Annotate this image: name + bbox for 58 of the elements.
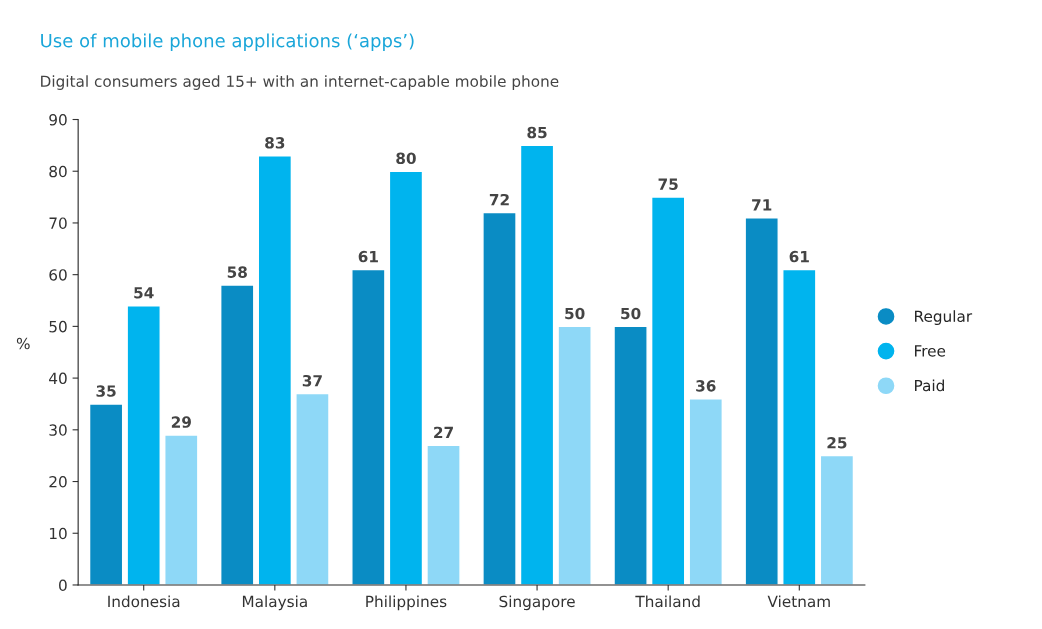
y-tick-label: 30 <box>49 424 67 436</box>
bar <box>744 217 779 585</box>
y-tick-label: 60 <box>49 269 67 281</box>
bar <box>351 268 386 585</box>
bar <box>482 211 517 585</box>
bar <box>819 454 855 585</box>
legend-label: Free <box>915 345 946 357</box>
bar <box>688 398 724 585</box>
data-label: 61 <box>789 250 809 263</box>
legend-label: Regular <box>915 310 973 325</box>
y-tick-label: 90 <box>49 113 67 126</box>
data-label: 35 <box>96 385 116 397</box>
data-label: 58 <box>227 266 247 278</box>
x-tick-label: Thailand <box>635 595 700 608</box>
x-tick-label: Philippines <box>366 595 447 611</box>
data-label: 36 <box>696 380 716 392</box>
legend-label: Paid <box>915 379 944 392</box>
data-label: 85 <box>527 126 547 139</box>
y-tick-label: 10 <box>49 527 67 540</box>
data-label: 29 <box>171 416 191 428</box>
y-tick-label: 40 <box>49 372 67 385</box>
bar <box>295 392 330 585</box>
x-tick-label: Malaysia <box>242 595 307 611</box>
chart-title: Use of mobile phone applications (‘apps’) <box>41 33 414 51</box>
data-label: 50 <box>621 307 641 320</box>
bar <box>519 144 555 585</box>
data-label: 83 <box>265 137 285 149</box>
bar <box>426 444 461 585</box>
bar <box>88 403 124 585</box>
bar <box>220 284 255 585</box>
y-tick-label: 70 <box>49 217 67 229</box>
bar <box>613 325 648 585</box>
data-label: 72 <box>489 193 509 206</box>
data-label: 61 <box>358 250 378 263</box>
data-label: 37 <box>302 374 322 387</box>
bar <box>126 304 161 585</box>
y-tick-label: 50 <box>49 320 67 333</box>
x-tick-label: Indonesia <box>108 595 180 608</box>
data-label: 25 <box>827 436 847 449</box>
bar <box>650 196 686 585</box>
y-tick-label: 20 <box>49 476 67 488</box>
x-tick-label: Vietnam <box>767 595 830 608</box>
y-tick-label: 80 <box>49 165 67 178</box>
data-label: 54 <box>134 287 154 299</box>
data-label: 80 <box>396 152 416 165</box>
data-label: 50 <box>565 307 585 320</box>
bar <box>164 434 199 585</box>
y-tick-label: 0 <box>59 579 67 591</box>
bar <box>257 155 293 585</box>
data-label: 75 <box>658 178 678 190</box>
bar <box>557 325 592 585</box>
x-tick-label: Singapore <box>499 595 575 611</box>
chart-subtitle: Digital consumers aged 15+ with an internet-capable mobile phone <box>41 75 559 90</box>
data-label: 27 <box>434 426 453 438</box>
bar <box>388 170 424 585</box>
y-axis-title: % <box>16 337 30 350</box>
data-label: 71 <box>752 199 772 211</box>
bar <box>782 268 817 585</box>
